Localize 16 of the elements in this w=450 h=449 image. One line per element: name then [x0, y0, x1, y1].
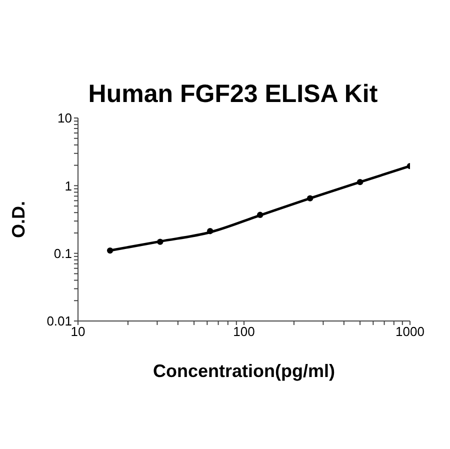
point [356, 178, 364, 186]
x-tick-label: 1000 [396, 324, 424, 340]
point [306, 195, 314, 202]
point [256, 212, 264, 218]
y-tick-label: 10 [58, 110, 72, 126]
point [207, 228, 214, 234]
point [106, 247, 114, 254]
y-tick-label: 0.01 [46, 314, 72, 329]
y-tick-label: 0.1 [54, 246, 72, 261]
y-tick-label: 1 [64, 178, 72, 194]
chart-title: Human FGF23 ELISA Kit [87, 80, 379, 109]
point [157, 238, 164, 245]
x-tick-label: 100 [233, 324, 255, 340]
y-axis-title: O.D. [8, 200, 28, 238]
x-tick-label: 10 [70, 324, 86, 340]
x-axis-title: Concentration(pg/ml) [153, 361, 335, 381]
